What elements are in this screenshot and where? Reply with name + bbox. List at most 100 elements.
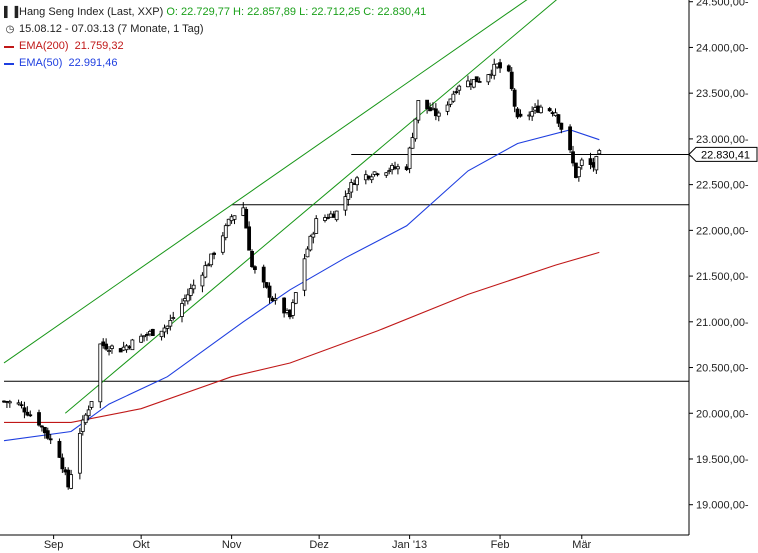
candle-body <box>597 150 602 155</box>
candle-body <box>145 333 149 336</box>
candle-body <box>7 401 12 404</box>
candle-body <box>433 108 438 117</box>
ema50-swatch <box>4 62 14 65</box>
y-tick-label: 23.500,00- <box>696 88 749 100</box>
candle-body <box>110 345 114 349</box>
candle-body <box>60 457 65 470</box>
y-tick-label: 21.500,00- <box>696 271 749 283</box>
instrument-title: Hang Seng Index (Last, XXP) <box>19 6 164 18</box>
candle-body <box>188 288 193 296</box>
candle-body <box>477 81 482 83</box>
candle-body <box>413 118 418 140</box>
candle-body <box>498 62 502 69</box>
candle-body <box>45 430 50 439</box>
candle-body <box>83 414 88 424</box>
chart-legend: ▌▐ Hang Seng Index (Last, XXP) O: 22.729… <box>4 4 426 72</box>
ema-lines <box>3 129 600 442</box>
candle-body <box>515 108 520 118</box>
candle-body <box>571 151 575 164</box>
y-tick-label: 23.000,00- <box>696 134 749 146</box>
candle-body <box>349 182 354 193</box>
legend-period-row: ◷ 15.08.12 - 07.03.13 (7 Monate, 1 Tag) <box>4 21 426 38</box>
candle-body <box>139 335 144 343</box>
y-tick-label: 24.000,00- <box>696 42 749 54</box>
candle-body <box>168 320 173 327</box>
candle-body <box>346 193 351 200</box>
candle-body <box>454 91 459 94</box>
y-tick-label: 20.000,00- <box>696 408 749 420</box>
candle-body <box>159 330 164 338</box>
y-tick-label: 20.500,00- <box>696 363 749 375</box>
candle-body <box>165 325 170 329</box>
candle-body <box>77 433 82 474</box>
candle-body <box>40 425 44 428</box>
candle-body <box>372 171 377 175</box>
x-tick-label: Dez <box>309 539 329 551</box>
candle-body <box>547 108 552 112</box>
y-tick-label: 19.500,00- <box>696 454 749 466</box>
candle-body <box>28 414 33 417</box>
candle-body <box>107 350 111 352</box>
candle-body <box>416 100 421 121</box>
candle-body <box>375 173 380 176</box>
candle-body <box>180 303 184 317</box>
candle-body <box>425 99 430 110</box>
candle-body <box>247 226 252 251</box>
ohlc-values: O: 22.729,77 H: 22.857,89 L: 22.712,25 C… <box>166 6 427 18</box>
candle-body <box>226 218 231 226</box>
x-axis: Sep Okt Nov Dez Jan '13 Feb Mär <box>44 535 592 551</box>
candle-body <box>334 210 339 221</box>
candle-body <box>220 235 225 253</box>
candle-body <box>162 327 167 333</box>
candle-body <box>22 407 27 413</box>
candle-body <box>37 412 41 426</box>
candle-body <box>98 343 103 403</box>
candle-body <box>410 137 415 149</box>
candle-body <box>264 282 269 288</box>
y-tick-label: 19.000,00- <box>696 500 749 512</box>
candle-body <box>384 172 389 176</box>
candle-body <box>57 440 62 458</box>
candle-body <box>142 335 146 338</box>
candles <box>2 58 602 490</box>
candle-body <box>25 411 30 416</box>
last-price-label: 22.830,41 <box>701 149 750 161</box>
channel-lines <box>3 0 558 414</box>
candle-body <box>474 76 479 83</box>
candle-body <box>250 250 254 268</box>
candle-body <box>486 74 491 83</box>
candle-body <box>290 302 295 316</box>
ema200-label: EMA(200) <box>19 40 69 52</box>
candle-body <box>325 217 330 219</box>
candle-body <box>588 158 593 165</box>
candle-body <box>407 147 412 169</box>
candle-body <box>19 404 24 407</box>
candle-body <box>261 266 266 283</box>
ema50-line <box>3 129 600 442</box>
candle-body <box>568 126 572 151</box>
candle-body <box>80 419 85 432</box>
candle-body <box>369 176 374 181</box>
y-tick-label: 22.000,00- <box>696 225 749 237</box>
clock-icon: ◷ <box>5 24 15 35</box>
candle-body <box>457 85 462 91</box>
candle-body <box>305 248 310 258</box>
chart-plot-area <box>0 0 690 536</box>
y-tick-label: 21.000,00- <box>696 317 749 329</box>
candle-body <box>396 166 400 170</box>
candle-body <box>530 111 535 117</box>
candle-body <box>492 63 497 76</box>
candle-body <box>209 253 214 266</box>
x-tick-label: Feb <box>491 539 510 551</box>
legend-ema200-row: EMA(200) 21.759,32 <box>4 38 426 55</box>
candle-body <box>203 265 208 278</box>
x-tick-label: Sep <box>44 539 64 551</box>
candle-body <box>206 264 211 267</box>
candle-body <box>314 218 319 234</box>
candle-body <box>282 297 287 314</box>
candle-body <box>267 285 272 298</box>
x-tick-label: Nov <box>222 539 242 551</box>
candle-body <box>48 438 53 441</box>
ema50-label: EMA(50) <box>19 57 63 69</box>
